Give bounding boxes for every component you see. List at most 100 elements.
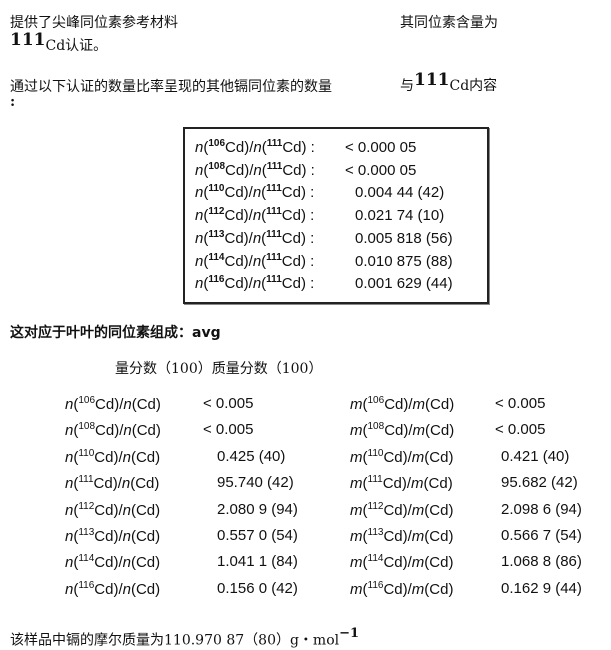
ratio-row: n(108Cd)/n(111Cd) : < 0.000 05 <box>195 161 416 179</box>
ratio-value: 0.010 875 (88) <box>355 252 453 270</box>
intro-line2-text: Cd认证。 <box>45 38 108 54</box>
mass-number: 111 <box>266 206 282 218</box>
ratio-label: n(110Cd)/n(111Cd) : <box>195 183 315 202</box>
ratio-row: n(113Cd)/n(111Cd) : 0.005 818 (56) <box>195 229 453 247</box>
ratio-row: n(116Cd)/n(111Cd) : 0.001 629 (44) <box>195 274 453 292</box>
mass-number: 116 <box>208 274 225 286</box>
mass-number: 108 <box>208 160 226 172</box>
intro-line1-right: 其同位素含量为 <box>400 15 498 31</box>
ratio-value: 0.004 44 (42) <box>355 184 445 202</box>
mass-fraction-label: m(106Cd)/m(Cd) <box>350 395 455 413</box>
intro-line2: 111Cd认证。 <box>10 30 107 54</box>
mass-fraction-value: < 0.005 <box>495 421 546 439</box>
mole-fraction-value: 2.080 9 (94) <box>217 500 298 518</box>
mass-number: 106 <box>78 395 96 406</box>
mass-number: 111 <box>266 138 283 149</box>
mass-fraction-label: m(114Cd)/m(Cd) <box>350 553 454 572</box>
ratio-label: n(114Cd)/n(111Cd) : <box>195 251 315 270</box>
mole-fraction-value: 0.156 0 (42) <box>217 579 298 597</box>
mass-number: 111 <box>78 474 94 486</box>
ratio-label: n(112Cd)/n(111Cd) : <box>195 206 315 225</box>
intro-line4: : <box>10 94 16 110</box>
mass-number: 111 <box>266 183 282 195</box>
ratio-value: 0.021 74 (10) <box>355 207 445 225</box>
mole-fraction-label: n(114Cd)/n(Cd) <box>65 553 161 572</box>
ratio-row: n(112Cd)/n(111Cd) : 0.021 74 (10) <box>195 206 444 224</box>
column-headers: 量分数（100）质量分数（100） <box>115 361 323 377</box>
ratio-label: n(116Cd)/n(111Cd) : <box>195 274 315 293</box>
ratio-value: 0.001 629 (44) <box>355 275 453 293</box>
ratio-label: n(113Cd)/n(111Cd) : <box>195 228 315 247</box>
ratio-box: n(106Cd)/n(111Cd) : < 0.000 05 n(108Cd)/n(… <box>183 127 489 304</box>
mole-fraction-value: 1.041 1 (84) <box>217 553 298 571</box>
mass-number: 112 <box>78 500 95 512</box>
mass-fraction-value: 0.421 (40) <box>501 447 570 465</box>
mass-number: 111 <box>367 474 383 486</box>
mass-fraction-label: m(116Cd)/m(Cd) <box>350 579 454 598</box>
mass-number: 116 <box>367 579 384 591</box>
mass-number: 111 <box>266 251 282 263</box>
mass-fraction-value: 1.068 8 (86) <box>501 553 582 571</box>
text: Cd内容 <box>449 78 498 94</box>
text: 与 <box>400 78 414 94</box>
mass-number: 114 <box>367 553 384 565</box>
mass-fraction-value: < 0.005 <box>495 395 546 412</box>
composition-heading: 这对应于叶叶的同位素组成：avg <box>10 325 221 341</box>
mass-number: 111 <box>266 274 282 286</box>
ratio-label: n(108Cd)/n(111Cd) : <box>195 160 315 179</box>
ratio-value: 0.005 818 (56) <box>355 229 453 247</box>
mass-number: 113 <box>208 228 225 240</box>
mole-fraction-label: n(106Cd)/n(Cd) <box>65 395 161 413</box>
mass-fraction-label: m(110Cd)/m(Cd) <box>350 447 454 466</box>
ratio-row: n(106Cd)/n(111Cd) : < 0.000 05 <box>195 138 416 156</box>
mass-fraction-label: m(113Cd)/m(Cd) <box>350 527 454 545</box>
exponent: −1 <box>339 626 360 641</box>
mass-number: 108 <box>78 421 96 433</box>
mass-number: 114 <box>208 251 225 263</box>
mass-number: 112 <box>208 206 225 218</box>
intro-line1-left: 提供了尖峰同位素参考材料 <box>10 15 178 31</box>
intro-line3-right: 与111Cd内容 <box>400 70 497 94</box>
mass-fraction-value: 95.682 (42) <box>501 474 578 492</box>
ratio-row: n(110Cd)/n(111Cd) : 0.004 44 (42) <box>195 183 444 201</box>
mass-fraction-label: m(111Cd)/m(Cd) <box>350 474 453 493</box>
mass-fraction-label: m(112Cd)/m(Cd) <box>350 500 454 519</box>
mass-number: 110 <box>208 183 225 195</box>
mass-number: 111 <box>414 70 450 90</box>
ratio-value: < 0.000 05 <box>345 161 417 179</box>
mass-number: 114 <box>78 553 95 565</box>
mass-number: 111 <box>266 228 282 240</box>
mass-number: 116 <box>78 579 95 591</box>
mass-number: 111 <box>10 30 46 50</box>
molar-mass-text: 该样品中镉的摩尔质量为110.970 87（80）g・mol <box>10 632 340 649</box>
mole-fraction-value: < 0.005 <box>203 395 254 412</box>
mass-number: 106 <box>367 395 385 406</box>
ratio-value: < 0.000 05 <box>345 139 417 156</box>
mole-fraction-value: 0.557 0 (54) <box>217 527 298 544</box>
mass-number: 110 <box>78 447 95 459</box>
ratio-label: n(106Cd)/n(111Cd) : <box>195 138 315 156</box>
mole-fraction-label: n(108Cd)/n(Cd) <box>65 421 161 440</box>
mass-number: 110 <box>367 447 384 459</box>
molar-mass: 该样品中镉的摩尔质量为110.970 87（80）g・mol−1 <box>10 626 360 650</box>
mass-fraction-value: 2.098 6 (94) <box>501 500 582 518</box>
mass-number: 108 <box>367 421 385 433</box>
intro-line3-left: 通过以下认证的数量比率呈现的其他镉同位素的数量 <box>10 79 332 95</box>
mole-fraction-value: < 0.005 <box>203 421 254 439</box>
mole-fraction-label: n(110Cd)/n(Cd) <box>65 447 161 466</box>
mass-number: 113 <box>78 527 95 538</box>
mass-number: 111 <box>266 160 283 172</box>
mass-number: 112 <box>367 500 384 512</box>
mole-fraction-value: 95.740 (42) <box>217 474 294 492</box>
mole-fraction-label: n(116Cd)/n(Cd) <box>65 579 161 598</box>
ratio-row: n(114Cd)/n(111Cd) : 0.010 875 (88) <box>195 252 453 270</box>
mole-fraction-value: 0.425 (40) <box>217 447 286 465</box>
mass-fraction-value: 0.566 7 (54) <box>501 527 582 544</box>
mole-fraction-label: n(113Cd)/n(Cd) <box>65 527 161 545</box>
mass-fraction-label: m(108Cd)/m(Cd) <box>350 421 455 440</box>
mole-fraction-label: n(112Cd)/n(Cd) <box>65 500 161 519</box>
mass-number: 113 <box>367 527 384 538</box>
mole-fraction-label: n(111Cd)/n(Cd) <box>65 474 160 493</box>
mass-fraction-value: 0.162 9 (44) <box>501 579 582 597</box>
mass-number: 106 <box>208 138 226 149</box>
